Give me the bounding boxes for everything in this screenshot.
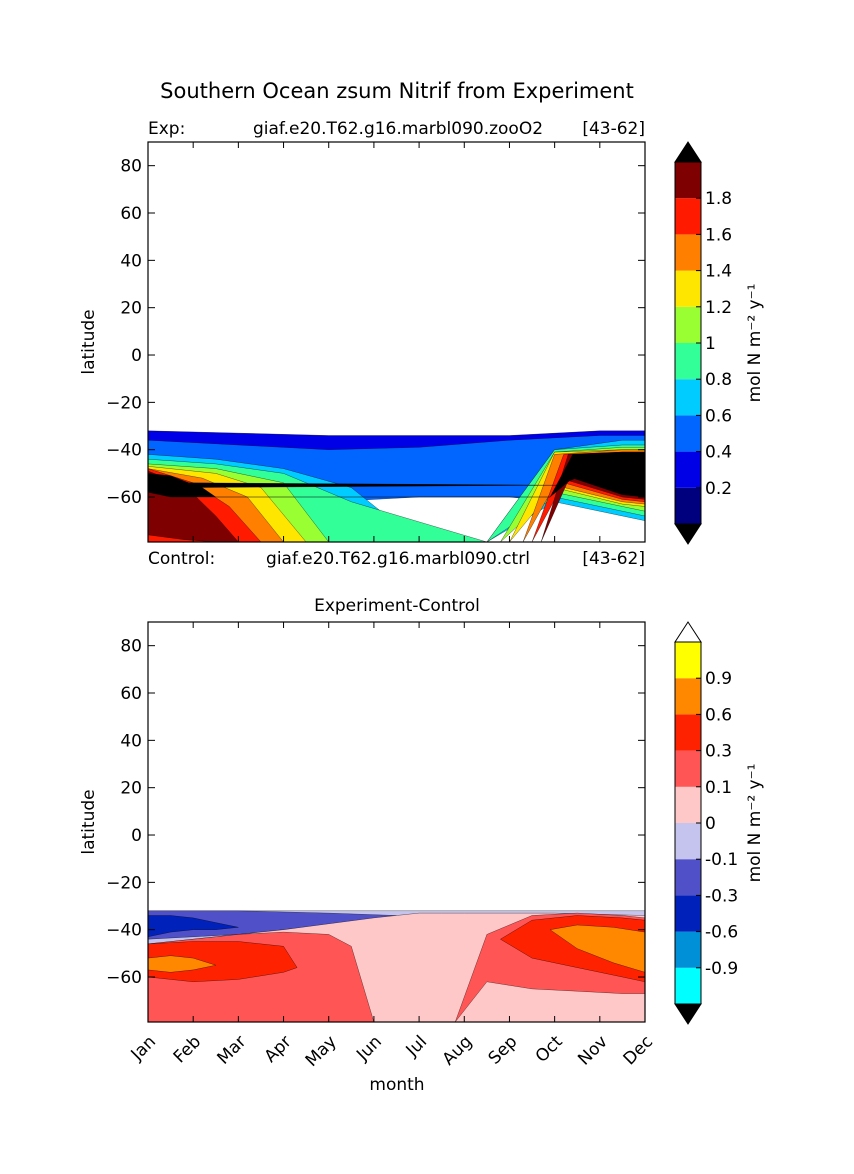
y-axis-label: latitude xyxy=(79,789,99,854)
exp-label-prefix: Exp: xyxy=(148,119,185,139)
colorbar-level-label: 1 xyxy=(705,334,716,354)
x-tick-label: Aug xyxy=(439,1032,477,1070)
colorbar-level-label: 0.2 xyxy=(705,479,732,499)
colorbar-swatch xyxy=(675,415,701,452)
panel-difference: 80 60 40 20 0 −20 −40 −60 Jan Feb Mar Apr May Jun Jul A… xyxy=(79,621,657,1071)
colorbar-level-label: 0 xyxy=(705,814,716,834)
colorbar-level-label: 1.4 xyxy=(705,262,732,282)
x-tick-label: Jun xyxy=(352,1032,386,1066)
colorbar-extend-low xyxy=(674,1003,702,1025)
colorbar-level-label: 0.8 xyxy=(705,370,732,390)
colorbar-level-label: 0.6 xyxy=(705,406,732,426)
y-tick-label: 60 xyxy=(120,204,142,224)
panel-experiment: 80 60 40 20 0 −20 −40 −60 latitude xyxy=(79,141,646,543)
y-tick-label: 80 xyxy=(120,637,142,657)
y-tick-label: 0 xyxy=(131,346,142,366)
panel2-subtitle: Experiment-Control xyxy=(314,596,480,616)
x-tick-label: Feb xyxy=(170,1032,205,1067)
colorbar-swatch xyxy=(675,714,701,751)
colorbar-swatch xyxy=(675,379,701,416)
y-tick-label: 0 xyxy=(131,826,142,846)
colorbar-swatch xyxy=(675,786,701,823)
colorbar-swatch xyxy=(675,306,701,343)
contour-region-1-2 xyxy=(148,915,239,938)
figure-title: Southern Ocean zsum Nitrif from Experime… xyxy=(160,79,634,103)
colorbar-level-label: 1.8 xyxy=(705,189,732,209)
contour-region-1-9 xyxy=(549,924,645,973)
x-tick-label: Sep xyxy=(485,1032,522,1069)
y-tick-label: −40 xyxy=(106,921,142,941)
colorbar-level-label: -0.3 xyxy=(705,886,738,906)
x-tick-label: May xyxy=(302,1032,341,1071)
colorbar-swatch xyxy=(675,642,701,679)
colorbar-swatch xyxy=(675,823,701,860)
exp-case-name: giaf.e20.T62.g16.marbl090.zooO2 xyxy=(253,119,543,139)
plot-frame xyxy=(147,141,646,543)
colorbar-swatch xyxy=(675,162,701,199)
y-tick-label: −60 xyxy=(106,488,142,508)
y-tick-label: 40 xyxy=(120,731,142,751)
colorbar-level-label: 1.2 xyxy=(705,298,732,318)
colorbar-level-label: 0.6 xyxy=(705,705,732,725)
plot-frame xyxy=(147,621,646,1023)
colorbar-level-label: -0.9 xyxy=(705,959,738,979)
x-tick-label: Dec xyxy=(620,1032,657,1069)
contour-region-0-10 xyxy=(148,454,645,495)
colorbar-extend-high xyxy=(674,621,702,643)
colorbar-level-label: 0.9 xyxy=(705,669,732,689)
colorbar-swatch xyxy=(675,487,701,524)
colorbar-swatch xyxy=(675,451,701,488)
colorbar-level-label: -0.6 xyxy=(705,923,738,943)
contour-region-1-8 xyxy=(148,955,217,973)
colorbar-swatch xyxy=(675,750,701,787)
colorbar-swatch xyxy=(675,678,701,715)
colorbar-swatch xyxy=(675,895,701,932)
y-tick-label: −40 xyxy=(106,441,142,461)
y-axis-label: latitude xyxy=(79,309,99,374)
y-tick-label: 20 xyxy=(120,299,142,319)
colorbar-label: mol N m⁻² y⁻¹ xyxy=(745,764,765,883)
ctrl-years: [43-62] xyxy=(582,549,645,569)
y-tick-label: 40 xyxy=(120,251,142,271)
colorbar-swatch xyxy=(675,967,701,1004)
y-tick-label: 60 xyxy=(120,684,142,704)
colorbar-level-label: 0.3 xyxy=(705,742,732,762)
x-tick-label: Nov xyxy=(574,1032,612,1070)
colorbar-experiment: 0.2 0.4 0.6 0.8 1 1.2 1.4 1.6 1.8 mol N m⁻² y⁻¹ xyxy=(674,141,765,545)
x-tick-label: Jul xyxy=(402,1032,431,1061)
colorbar-swatch xyxy=(675,198,701,235)
colorbar-difference: -0.9 -0.6 -0.3 -0.1 0 0.1 0.3 0.6 0.9 mol N m⁻² y… xyxy=(674,621,765,1025)
y-tick-label: −60 xyxy=(106,968,142,988)
colorbar-swatch xyxy=(675,270,701,307)
ctrl-case-name: giaf.e20.T62.g16.marbl090.ctrl xyxy=(266,549,530,569)
colorbar-extend-high xyxy=(674,141,702,163)
y-tick-label: 80 xyxy=(120,157,142,177)
y-tick-label: 20 xyxy=(120,779,142,799)
colorbar-label: mol N m⁻² y⁻¹ xyxy=(745,284,765,403)
colorbar-level-label: 0.1 xyxy=(705,778,732,798)
y-tick-label: −20 xyxy=(106,393,142,413)
contour-region-1-6 xyxy=(148,941,298,983)
colorbar-extend-low xyxy=(674,523,702,545)
colorbar-level-label: 1.6 xyxy=(705,225,732,245)
ctrl-label-prefix: Control: xyxy=(148,549,215,569)
contour-region-0-5 xyxy=(148,449,645,542)
colorbar-swatch xyxy=(675,343,701,380)
x-tick-label: Apr xyxy=(261,1032,296,1067)
colorbar-level-label: -0.1 xyxy=(705,850,738,870)
x-axis-label: month xyxy=(369,1075,424,1095)
x-tick-label: Oct xyxy=(532,1032,567,1067)
y-tick-label: −20 xyxy=(106,873,142,893)
exp-years: [43-62] xyxy=(582,119,645,139)
colorbar-swatch xyxy=(675,859,701,896)
colorbar-level-label: 0.4 xyxy=(705,443,732,463)
colorbar-swatch xyxy=(675,234,701,271)
x-tick-label: Jan xyxy=(127,1032,160,1065)
x-tick-label: Mar xyxy=(214,1032,251,1069)
colorbar-swatch xyxy=(675,931,701,968)
